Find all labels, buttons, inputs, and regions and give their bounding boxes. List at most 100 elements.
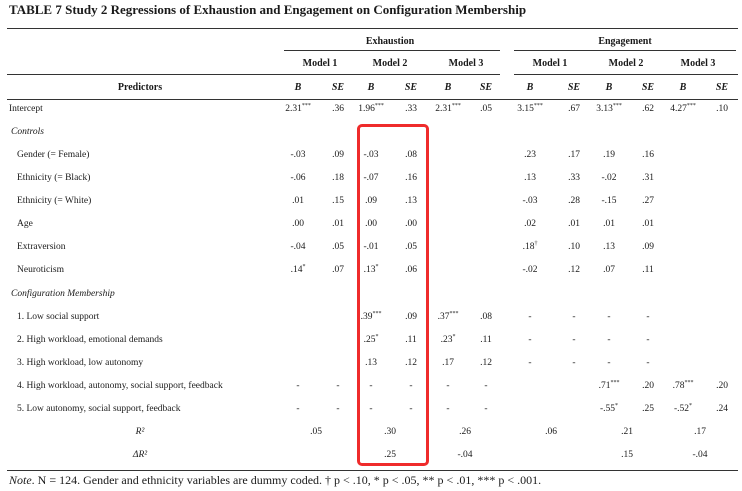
cell-value: .71	[598, 381, 611, 391]
cell-value: .09	[332, 150, 344, 160]
table-cell: .25	[628, 404, 668, 414]
table-row-extraversion: Extraversion -.04 .05 -.01 .05 .18† .10 .13 .09	[0, 241, 742, 262]
column-label-b: B	[605, 82, 613, 93]
cell-value: -.03	[522, 196, 538, 206]
table-cell: .25*	[351, 333, 391, 345]
significance-marker: *	[615, 402, 619, 409]
cell-value: .01	[568, 219, 580, 229]
table-cell: .07	[589, 265, 629, 275]
row-label: 3. High workload, low autonomy	[17, 358, 144, 368]
cell-value: .07	[332, 265, 344, 275]
table-cell: .05	[391, 242, 431, 252]
cell-value: .62	[642, 104, 654, 114]
cell-value: .13	[363, 265, 376, 275]
table-cell: .01	[278, 196, 318, 206]
table-cell: .23*	[428, 333, 468, 345]
table-cell: .13	[589, 242, 629, 252]
cell-value: -	[446, 381, 450, 391]
cell-value: -	[528, 358, 532, 368]
cell-value: .05	[405, 242, 417, 252]
table-cell: .78***	[663, 380, 703, 391]
table-cell: -	[351, 381, 391, 391]
cell-value: .07	[603, 265, 615, 275]
table-cell: -.02	[589, 173, 629, 183]
table-cell: -.04	[278, 242, 318, 252]
model-rule-left	[7, 74, 500, 75]
group-header-engagement: Engagement	[598, 36, 652, 47]
table-cell: .20	[628, 381, 668, 391]
model-header: Model 1	[302, 58, 338, 69]
model-header: Model 2	[608, 58, 644, 69]
table-cell: .17	[554, 150, 594, 160]
cell-value: .05	[480, 104, 492, 114]
table-cell: -.03	[351, 150, 391, 160]
significance-marker: ***	[610, 379, 620, 386]
table-cell: -.52*	[663, 403, 703, 414]
cell-value: -.03	[290, 150, 306, 160]
cell-value: .00	[365, 219, 377, 229]
row-label: Neuroticism	[17, 265, 64, 275]
table-cell: -	[554, 358, 594, 368]
table-cell: .00	[351, 219, 391, 229]
table-row-config-5: 5. Low autonomy, social support, feedbac…	[0, 402, 742, 424]
cell-value: .13	[603, 242, 615, 252]
table-cell: .71***	[589, 379, 629, 391]
cell-value: .14	[290, 265, 303, 275]
table-row-intercept: Intercept 2.31*** .36 1.96*** .33 2.31*** .05 3…	[0, 102, 742, 124]
table-cell: .13*	[351, 264, 391, 275]
column-label-se: SE	[479, 82, 493, 93]
cell-value: .11	[405, 335, 417, 345]
cell-value: .20	[642, 381, 654, 391]
cell-value: -.04	[290, 242, 306, 252]
cell-value: -	[296, 381, 300, 391]
cell-value: .10	[568, 242, 580, 252]
table-cell: .09	[351, 196, 391, 206]
table-cell: -	[278, 404, 318, 414]
cell-value: .39	[360, 312, 373, 322]
table-cell: .18	[318, 173, 358, 183]
cell-value: -	[336, 404, 340, 414]
column-label-b: B	[526, 82, 534, 93]
header-rule	[7, 99, 738, 100]
cell-value: 4.27	[670, 104, 687, 114]
cell-value: .01	[332, 219, 344, 229]
cell-value: -	[607, 312, 611, 322]
table-row-delta-r-squared: ΔR² .25 -.04 .15 -.04	[0, 450, 742, 470]
table-cell: .09	[628, 242, 668, 252]
table-cell: 2.31***	[428, 103, 468, 114]
cell-value: .08	[405, 150, 417, 160]
cell-value: .25	[642, 404, 654, 414]
row-label: 2. High workload, emotional demands	[17, 335, 163, 345]
significance-marker: ***	[449, 310, 459, 317]
table-cell: .27	[628, 196, 668, 206]
table-cell: -	[428, 381, 468, 391]
table-cell: -	[554, 335, 594, 345]
table-cell: .37***	[428, 310, 468, 322]
table-cell: -	[466, 381, 506, 391]
table-row-config-2: 2. High workload, emotional demands .25*.…	[0, 333, 742, 355]
cell-value: .17	[442, 358, 454, 368]
highlight-box	[357, 124, 429, 466]
row-label: 4. High workload, autonomy, social suppo…	[17, 381, 223, 391]
table-cell: -.02	[510, 265, 550, 275]
cell-value: -.52	[673, 404, 690, 414]
significance-marker: *	[375, 333, 379, 340]
cell-value: .09	[642, 242, 654, 252]
table-cell: .09	[318, 150, 358, 160]
stat-value: .17	[694, 427, 706, 437]
table-cell: .01	[628, 219, 668, 229]
cell-value: -	[296, 404, 300, 414]
cell-value: .33	[405, 104, 417, 114]
cell-value: .12	[480, 358, 492, 368]
significance-marker: *	[452, 333, 456, 340]
cell-value: -	[607, 358, 611, 368]
table-cell: .12	[554, 265, 594, 275]
table-cell: .39***	[351, 311, 391, 322]
significance-marker: ***	[301, 102, 311, 109]
cell-value: .09	[365, 196, 377, 206]
cell-value: -.03	[363, 150, 379, 160]
table-cell: -	[318, 381, 358, 391]
significance-marker: *	[302, 263, 306, 270]
cell-value: -	[409, 404, 413, 414]
note-text: . N = 124. Gender and ethnicity variable…	[31, 473, 542, 487]
